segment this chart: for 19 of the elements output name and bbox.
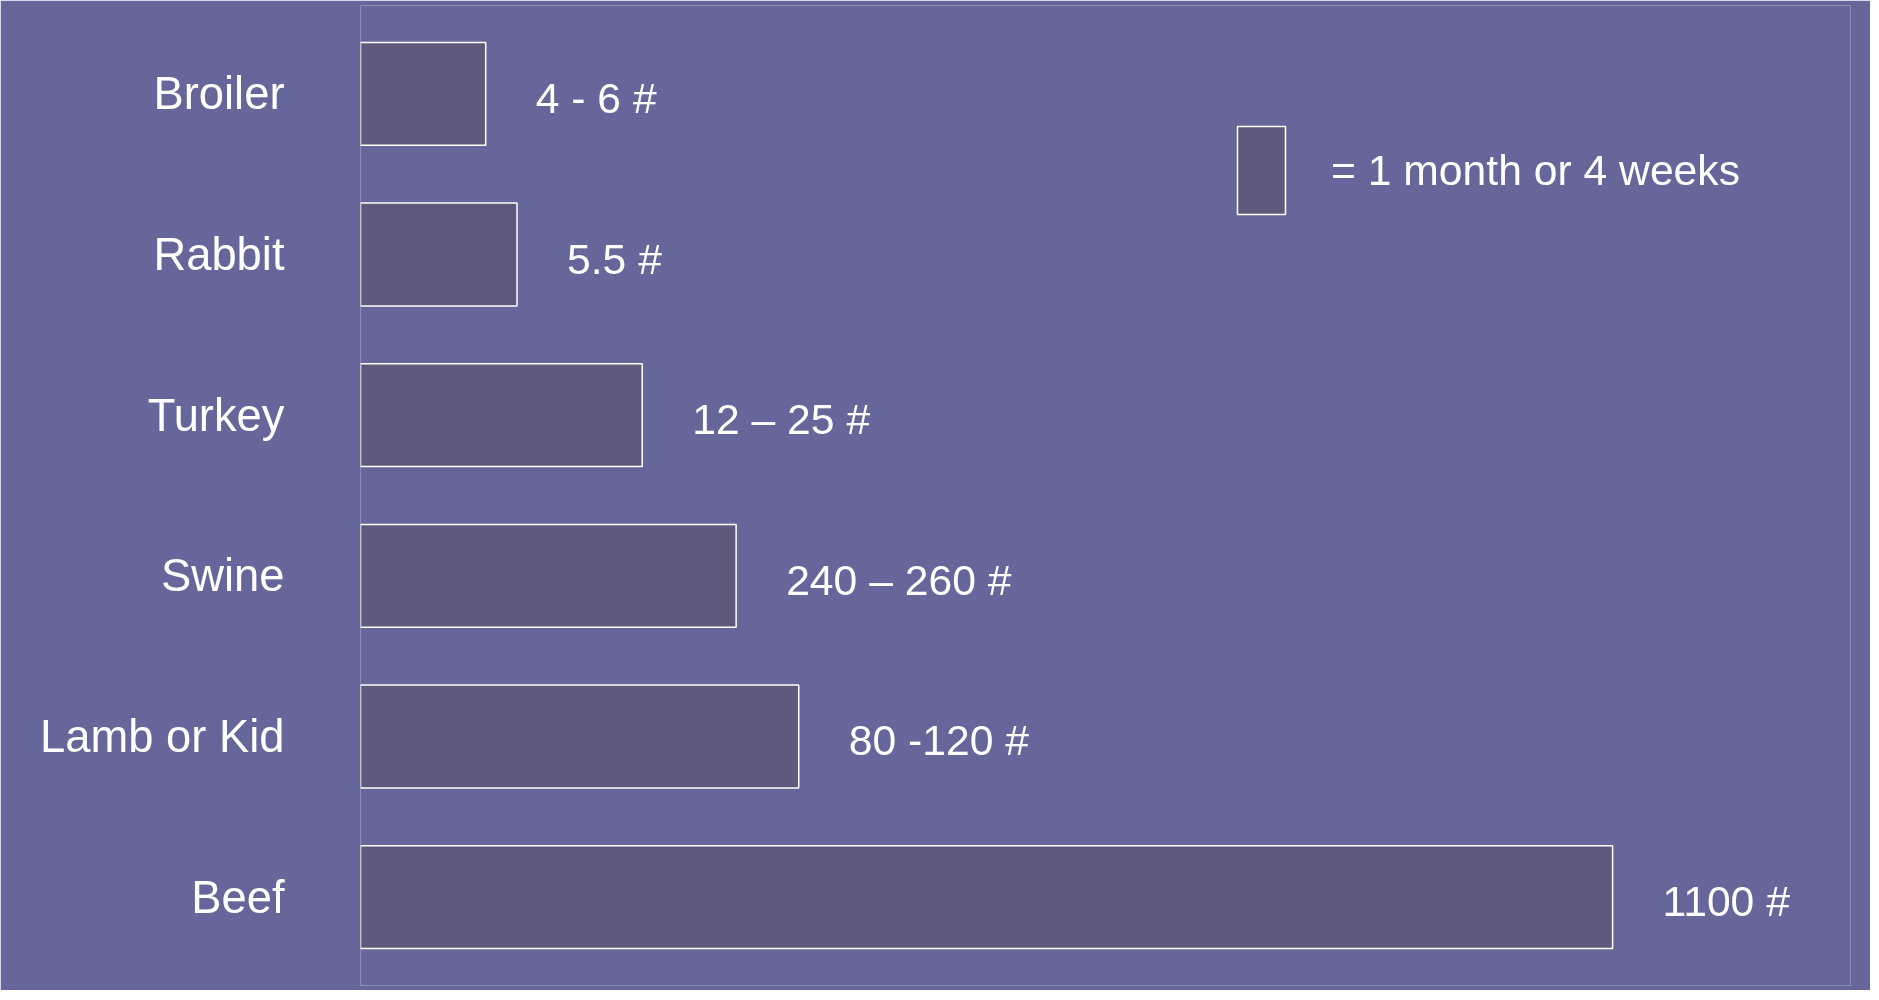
y-tick-label: Lamb or Kid [40,710,285,762]
bar [360,363,643,468]
y-tick-label: Turkey [147,389,285,441]
bar [360,684,800,789]
annotation: 80 -120 # [848,716,1030,765]
annotation: 12 – 25 # [692,395,871,444]
bar [360,844,1614,950]
bar [360,523,737,628]
bar [360,202,518,307]
y-tick-label: Broiler [153,68,285,120]
legend-label: = 1 month or 4 weeks [1330,145,1740,195]
y-tick-label: Swine [161,550,285,602]
annotation: 5.5 # [567,234,663,283]
annotation: 240 – 260 # [786,555,1012,604]
annotation: 1100 # [1662,877,1791,926]
bar [360,41,487,147]
annotation: 4 - 6 # [535,73,657,122]
y-tick-label: Beef [191,871,285,923]
y-tick-label: Rabbit [153,229,285,281]
